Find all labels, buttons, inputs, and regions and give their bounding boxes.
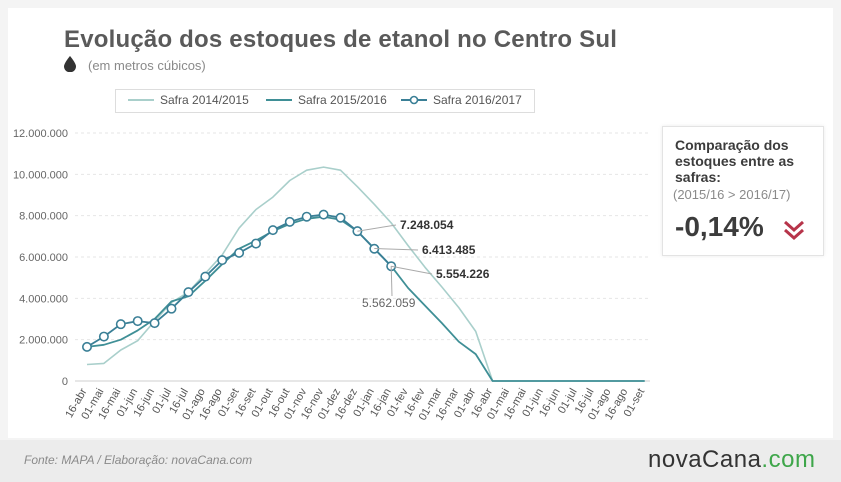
legend-label-2015-2016: Safra 2015/2016 xyxy=(298,93,387,107)
y-tick-label: 4.000.000 xyxy=(19,293,68,305)
data-point xyxy=(234,247,245,258)
line-chart: 0 2.000.000 4.000.000 6.000.000 8.000.000 10.… xyxy=(13,128,650,423)
data-point xyxy=(98,331,109,342)
data-point xyxy=(335,212,346,223)
legend-label-2016-2017: Safra 2016/2017 xyxy=(433,93,522,107)
comparison-value: -0,14% xyxy=(675,211,764,242)
annotation-leader xyxy=(357,224,397,232)
chart-subtitle: (em metros cúbicos) xyxy=(88,58,206,73)
y-tick-label: 2.000.000 xyxy=(19,335,68,347)
logo-main: novaCana xyxy=(648,446,762,473)
legend-swatch-2016-2017 xyxy=(401,95,427,105)
y-tick-label: 10.000.000 xyxy=(13,169,68,181)
annotation-leader xyxy=(391,265,433,275)
legend-swatch-2015-2016 xyxy=(266,99,292,101)
data-point xyxy=(200,271,211,282)
comparison-heading: Comparação dos estoques entre as safras: xyxy=(675,137,795,185)
data-point xyxy=(183,287,194,298)
annotation-leader xyxy=(374,247,419,251)
data-point xyxy=(132,316,143,327)
data-point xyxy=(149,318,160,329)
footer: Fonte: MAPA / Elaboração: novaCana.com n… xyxy=(0,440,841,482)
y-tick-label: 6.000.000 xyxy=(19,252,68,264)
data-label: 5.562.059 xyxy=(362,296,416,310)
comparison-box: Comparação dos estoques entre as safras:… xyxy=(662,126,824,256)
data-label: 5.554.226 xyxy=(436,267,490,281)
y-tick-label: 12.000.000 xyxy=(13,128,68,140)
data-label: 7.248.054 xyxy=(400,218,454,232)
y-tick-label: 8.000.000 xyxy=(19,211,68,223)
y-tick-label: 0 xyxy=(62,376,68,388)
data-label: 6.413.485 xyxy=(422,243,476,257)
source-text: Fonte: MAPA / Elaboração: novaCana.com xyxy=(24,453,253,467)
data-point xyxy=(284,216,295,227)
legend: Safra 2014/2015 Safra 2015/2016 Safra 20… xyxy=(115,89,535,113)
data-point xyxy=(301,211,312,222)
logo-suffix: .com xyxy=(761,446,816,473)
novacana-logo[interactable]: novaCana.com xyxy=(648,446,815,474)
legend-label-2014-2015: Safra 2014/2015 xyxy=(160,93,249,107)
double-chevron-down-icon xyxy=(784,220,804,241)
data-point xyxy=(82,341,93,352)
data-point xyxy=(318,209,329,220)
data-point xyxy=(166,303,177,314)
water-drop-icon xyxy=(64,56,76,72)
data-point xyxy=(115,319,126,330)
series-line-2 xyxy=(86,213,392,348)
annotation-leader xyxy=(390,266,393,297)
data-point xyxy=(251,238,262,249)
legend-swatch-2014-2015 xyxy=(128,99,154,101)
comparison-detail: (2015/16 > 2016/17) xyxy=(673,187,791,202)
series-line-0 xyxy=(86,166,645,382)
chart-title: Evolução dos estoques de etanol no Centr… xyxy=(64,26,618,53)
data-point xyxy=(217,255,228,266)
data-point xyxy=(267,225,278,236)
